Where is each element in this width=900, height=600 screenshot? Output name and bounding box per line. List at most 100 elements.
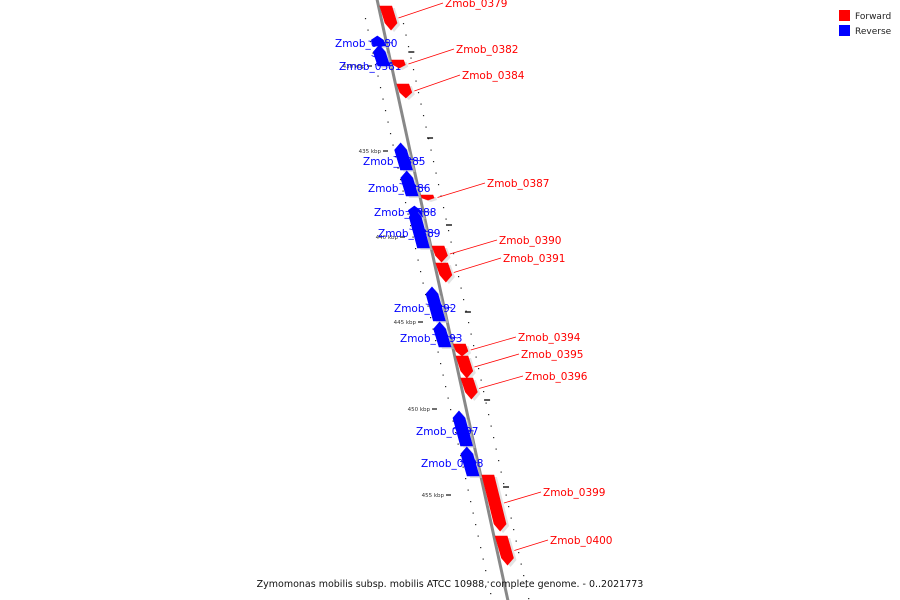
gene-arrow[interactable] [379,5,398,31]
gene-zmob-0379[interactable]: Zmob_0379 [379,0,508,32]
gene-arrow[interactable] [391,59,406,69]
gene-label[interactable]: Zmob_0394 [518,332,581,344]
gene-arrow[interactable] [394,142,413,171]
gene-zmob-0389[interactable]: Zmob_0389 [378,209,440,250]
gene-zmob-0393[interactable]: Zmob_0393 [400,321,462,349]
tick-dot [445,218,447,220]
kbp-tick-label: 430 kbp [343,64,366,70]
gene-arrow[interactable] [396,83,413,99]
gene-leader-line [449,239,498,255]
tick-dot [422,115,425,117]
gene-zmob-0397[interactable]: Zmob_0397 [416,410,478,448]
gene-arrow[interactable] [452,410,473,447]
gene-label[interactable]: Zmob_0400 [550,535,612,547]
gene-label[interactable]: Zmob_0389 [378,228,440,240]
kbp-tick-label: 455 kbp [422,493,445,499]
gene-zmob-0391[interactable]: Zmob_0391 [435,253,566,284]
gene-leader-line [368,40,394,44]
gene-zmob-0398[interactable]: Zmob_0398 [421,446,483,478]
gene-arrow[interactable] [372,44,391,67]
tick-dot [478,368,480,370]
gene-zmob-0386[interactable]: Zmob_0386 [368,170,431,198]
tick-dot [452,253,455,255]
gene-zmob-0382[interactable]: Zmob_0382 [391,44,519,70]
kbp-tick-label: 435 kbp [359,149,382,155]
gene-arrow[interactable] [433,321,452,348]
gene-zmob-0384[interactable]: Zmob_0384 [396,70,525,100]
tick-dot [520,563,522,565]
tick-dot [470,501,472,503]
gene-leader-line [425,303,453,309]
gene-label[interactable]: Zmob_0380 [335,38,397,50]
gene-arrow[interactable] [455,355,474,379]
gene-label[interactable]: Zmob_0385 [363,156,425,168]
tick-dot [432,161,435,163]
gene-label[interactable]: Zmob_0382 [456,44,518,56]
gene-zmob-0390[interactable]: Zmob_0390 [431,235,561,264]
gene-zmob-0388[interactable]: Zmob_0388 [374,205,436,219]
gene-arrow[interactable] [460,377,478,400]
gene-label[interactable]: Zmob_0384 [462,70,525,82]
gene-label[interactable]: Zmob_0392 [394,303,456,315]
tick-dot [510,517,512,519]
kbp-tick-label: 445 kbp [394,320,417,326]
gene-arrow[interactable] [420,194,435,201]
gene-label[interactable]: Zmob_0390 [499,235,561,247]
gene-zmob-0387[interactable]: Zmob_0387 [420,178,550,202]
gene-zmob-0400[interactable]: Zmob_0400 [494,535,612,567]
tick-dot [425,294,427,296]
gene-leader-line [393,156,422,162]
gene-label[interactable]: Zmob_0381 [339,61,401,73]
gene-leader-line [371,55,398,67]
gene-leader-line [452,428,475,432]
gene-zmob-0385[interactable]: Zmob_0385 [363,142,425,172]
tick-dot [477,535,479,537]
gene-leader-line [503,491,542,504]
gene-arrow[interactable] [370,35,386,47]
tick-dot [455,264,457,266]
gene-arrow[interactable] [408,209,430,249]
gene-arrow[interactable] [481,474,507,532]
gene-zmob-0380[interactable]: Zmob_0380 [335,35,397,50]
gene-zmob-0381[interactable]: Zmob_0381 [339,44,401,73]
gene-arrow[interactable] [452,343,469,357]
tick-dot [475,524,477,526]
gene-arrow[interactable] [431,245,448,263]
gene-arrow[interactable] [435,262,453,283]
gene-label[interactable]: Zmob_0386 [368,183,431,195]
gene-arrow[interactable] [400,170,419,197]
gene-label[interactable]: Zmob_0391 [503,253,565,265]
gene-arrow[interactable] [494,535,514,566]
gene-zmob-0399[interactable]: Zmob_0399 [481,474,606,533]
tick-dot [528,598,530,600]
tick-dot [460,287,462,289]
gene-label[interactable]: Zmob_0395 [521,349,583,361]
tick-dot [490,593,492,595]
gene-zmob-0394[interactable]: Zmob_0394 [452,332,581,358]
gene-leader-line [453,257,502,273]
tick-dot [450,409,452,411]
legend: Forward Reverse [839,10,892,37]
gene-label[interactable]: Zmob_0398 [421,458,483,470]
gene-label[interactable]: Zmob_0387 [487,178,549,190]
tick-dot [377,75,379,77]
gene-leader-line [414,74,461,92]
tick-dot [480,547,482,549]
gene-label[interactable]: Zmob_0393 [400,333,462,345]
gene-label[interactable]: Zmob_0388 [374,207,436,219]
gene-arrow[interactable] [460,446,480,477]
gene-zmob-0392[interactable]: Zmob_0392 [394,286,456,323]
gene-label[interactable]: Zmob_0396 [525,371,588,383]
tick-dot [417,92,420,94]
gene-label[interactable]: Zmob_0399 [543,487,605,499]
tick-dot [442,207,445,209]
gene-zmob-0395[interactable]: Zmob_0395 [455,349,583,380]
gene-arrow[interactable] [425,286,446,322]
gene-label[interactable]: Zmob_0379 [445,0,507,10]
tick-dot [407,213,409,215]
tick-dot [442,374,444,376]
tick-dot [392,144,394,146]
gene-zmob-0396[interactable]: Zmob_0396 [460,371,588,401]
gene-label[interactable]: Zmob_0397 [416,426,478,438]
